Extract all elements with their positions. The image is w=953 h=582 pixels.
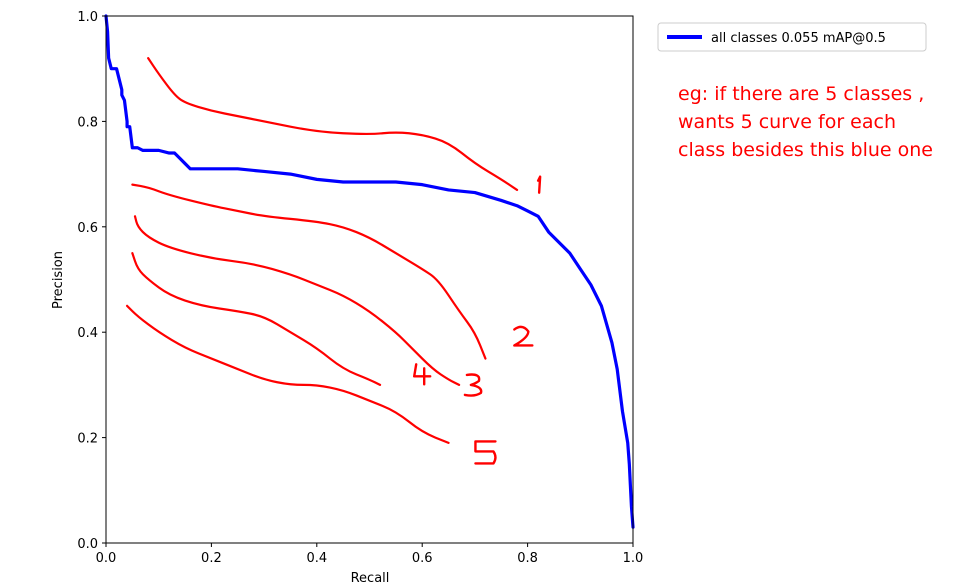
hand-label-glyph bbox=[474, 440, 497, 465]
hand-label-1 bbox=[536, 175, 542, 194]
hand-label-2 bbox=[513, 325, 534, 347]
x-tick-label: 0.4 bbox=[306, 551, 327, 566]
axis-ticks: 0.0 0.2 0.4 0.6 0.8 1.0 0.0 0.2 0.4 0.6 0.8 1.0 bbox=[77, 10, 643, 566]
x-tick-label: 0.8 bbox=[517, 551, 538, 566]
hand-label-3 bbox=[463, 373, 483, 397]
y-axis-label: Precision bbox=[51, 251, 66, 309]
x-tick-label: 0.2 bbox=[201, 551, 222, 566]
y-tick-label: 0.6 bbox=[77, 221, 98, 236]
x-axis-label: Recall bbox=[351, 571, 390, 582]
hand-label-glyph bbox=[413, 363, 432, 386]
hand-label-4 bbox=[413, 363, 432, 386]
y-tick-label: 0.4 bbox=[77, 326, 98, 341]
y-tick-label: 0.0 bbox=[77, 537, 98, 552]
hand-drawn-curve-5 bbox=[125, 304, 450, 444]
legend-box bbox=[657, 22, 927, 52]
hand-labels bbox=[413, 175, 542, 465]
y-tick-label: 0.2 bbox=[77, 432, 98, 447]
plot-frame bbox=[105, 15, 634, 544]
legend: all classes 0.055 mAP@0.5 bbox=[657, 22, 927, 52]
legend-label: all classes 0.055 mAP@0.5 bbox=[711, 31, 886, 46]
hand-label-glyph bbox=[536, 175, 542, 194]
series-line-1 bbox=[104, 14, 635, 529]
hand-label-glyph bbox=[463, 373, 483, 397]
y-tick-label: 0.8 bbox=[77, 115, 98, 130]
hand-label-glyph bbox=[513, 325, 534, 347]
y-tick-label: 1.0 bbox=[77, 10, 98, 25]
x-tick-label: 0.6 bbox=[412, 551, 433, 566]
hand-label-5 bbox=[474, 440, 497, 465]
x-tick-label: 0.0 bbox=[96, 551, 117, 566]
hand-drawn-curve-4 bbox=[131, 252, 382, 386]
x-tick-label: 1.0 bbox=[623, 551, 644, 566]
hand-drawn-curve-1 bbox=[147, 57, 519, 192]
curves-layer bbox=[104, 14, 635, 529]
hand-drawn-curve-2 bbox=[131, 183, 487, 360]
hand-drawn-curve-3 bbox=[133, 215, 461, 386]
annotation-text: eg: if there are 5 classes , wants 5 cur… bbox=[678, 83, 933, 161]
